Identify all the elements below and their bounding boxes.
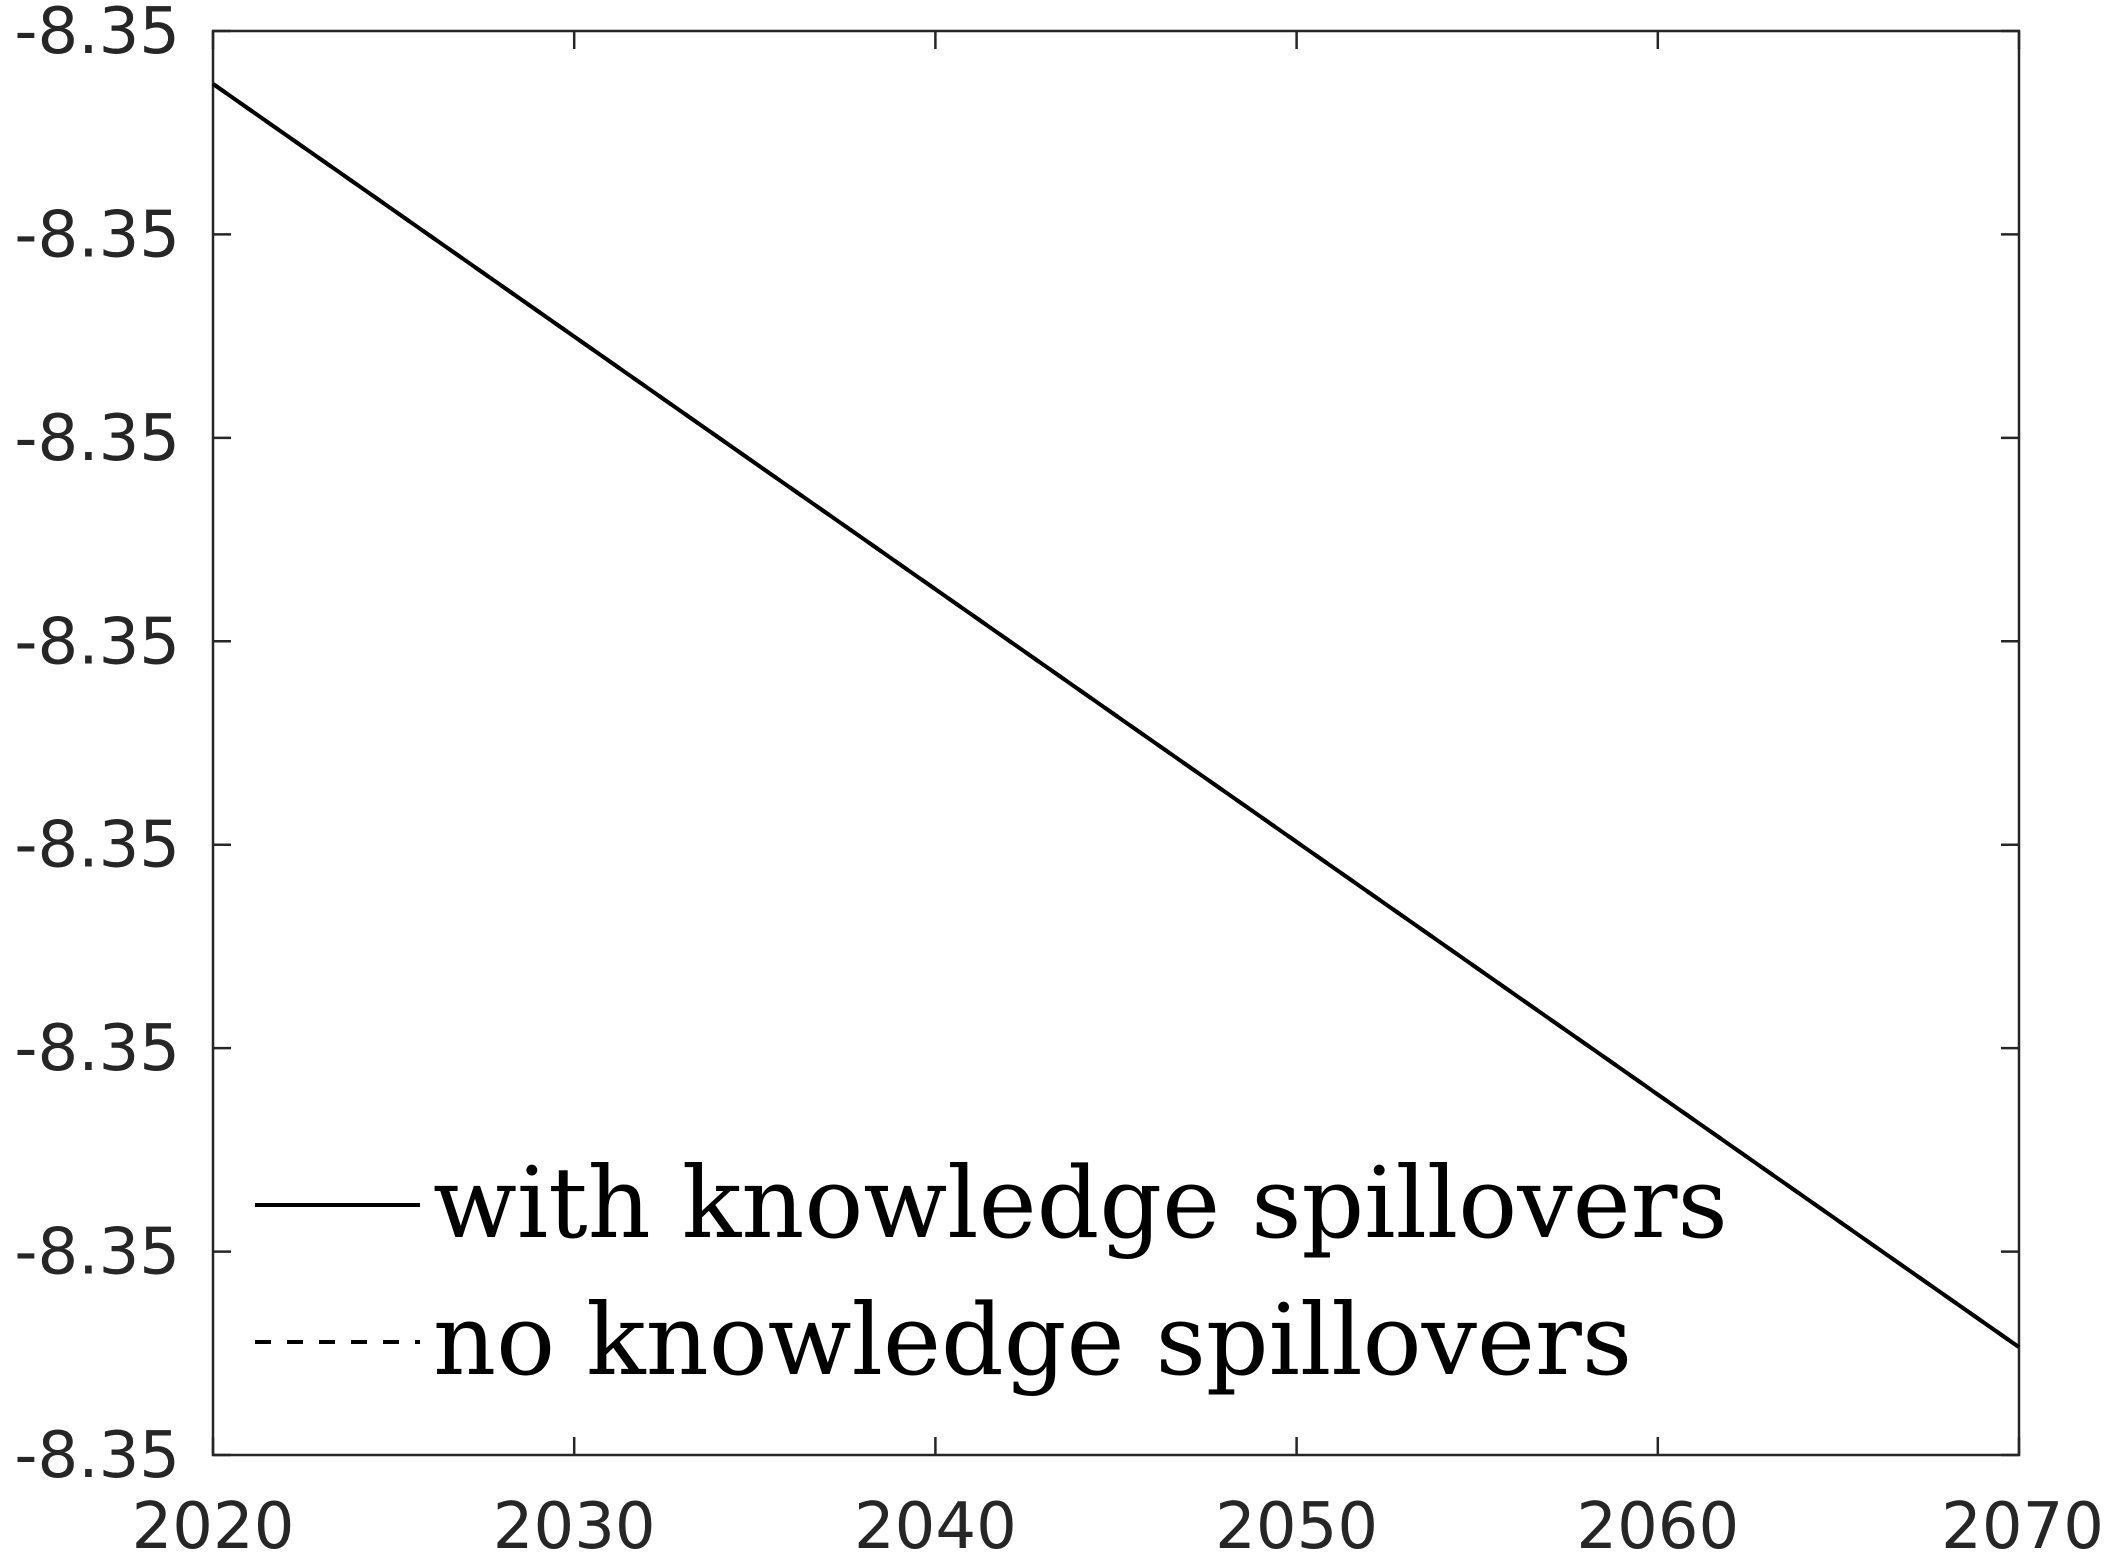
y-tick-label: -8.35 [14,1012,180,1086]
legend: with knowledge spillovers no knowledge s… [255,1147,1728,1398]
plot-area [211,29,2021,1457]
x-tick-label: 2070 [1941,1490,2104,1554]
y-tick-label: -8.35 [14,402,180,476]
y-tick-label: -8.35 [14,1419,180,1493]
x-tick-label: 2040 [854,1490,1017,1554]
y-axis-ticks [213,29,2019,1457]
x-tick-label: 2060 [1576,1490,1739,1554]
series-layer [211,82,2021,1349]
x-tick-label: 2030 [493,1490,656,1554]
series-line-with-knowledge-spillovers [211,82,2021,1349]
x-axis-tick-labels: 2020 2030 2040 2050 2060 2070 [132,1490,2104,1554]
x-tick-label: 2020 [132,1490,295,1554]
y-tick-label: -8.35 [14,198,180,272]
legend-label-no-knowledge-spillovers: no knowledge spillovers [433,1284,1632,1398]
axes-box [211,29,2021,1457]
x-tick-label: 2050 [1215,1490,1378,1554]
y-tick-label: -8.35 [14,0,180,69]
y-tick-label: -8.35 [14,809,180,883]
legend-label-with-knowledge-spillovers: with knowledge spillovers [433,1147,1728,1261]
y-tick-label: -8.35 [14,1216,180,1290]
y-tick-label: -8.35 [14,605,180,679]
x-axis-ticks [211,31,2021,1455]
y-axis-tick-labels: -8.35 -8.35 -8.35 -8.35 -8.35 -8.35 -8.35 -8.35 [14,0,180,1493]
